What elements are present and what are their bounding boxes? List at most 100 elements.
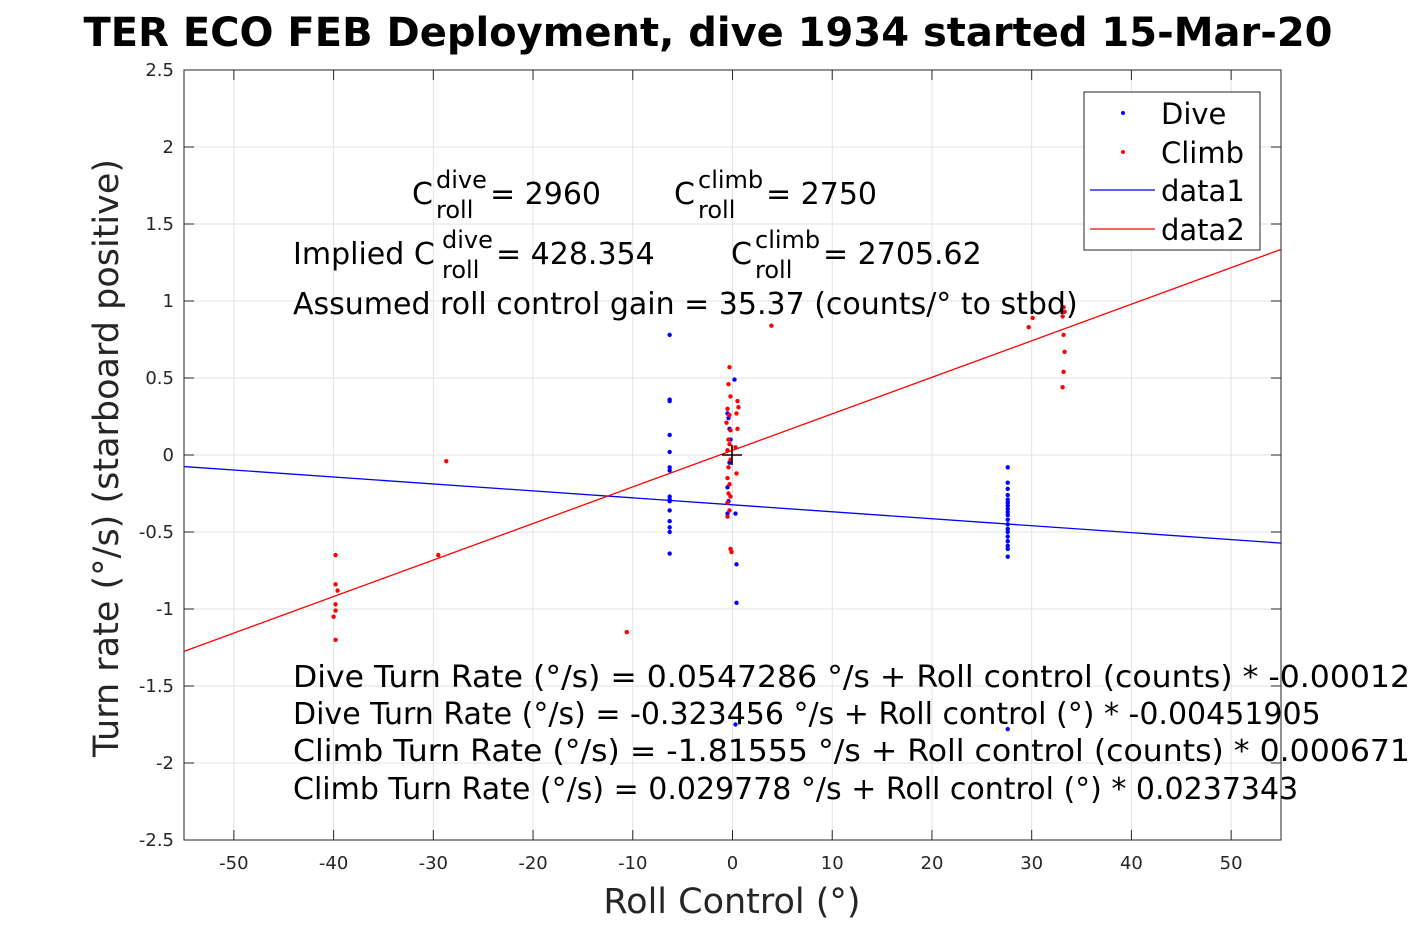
dive-point bbox=[734, 562, 739, 567]
climb-point bbox=[724, 420, 729, 425]
dive-point bbox=[667, 432, 672, 438]
svg-text:= 2750: = 2750 bbox=[766, 177, 877, 212]
annotation-eq2: Dive Turn Rate (°/s) = -0.323456 °/s + R… bbox=[293, 697, 1321, 732]
climb-point bbox=[725, 406, 730, 411]
x-tick-label: -50 bbox=[219, 853, 248, 874]
dive-point bbox=[1005, 534, 1010, 539]
climb-point bbox=[769, 323, 774, 328]
svg-text:= 2960: = 2960 bbox=[490, 177, 601, 212]
climb-point bbox=[727, 412, 732, 418]
dive-point bbox=[1005, 492, 1010, 498]
x-axis-label: Roll Control (°) bbox=[603, 882, 860, 922]
climb-point bbox=[728, 428, 733, 433]
climb-point bbox=[725, 514, 730, 519]
climb-point bbox=[725, 500, 730, 505]
dive-point bbox=[1005, 526, 1010, 532]
climb-point bbox=[725, 475, 730, 481]
dive-point bbox=[667, 525, 672, 530]
annotation-eq1: Dive Turn Rate (°/s) = 0.0547286 °/s + R… bbox=[293, 660, 1410, 695]
climb-point bbox=[333, 608, 338, 613]
climb-point bbox=[725, 448, 730, 453]
svg-text:= 428.354: = 428.354 bbox=[496, 237, 655, 272]
svg-text:dive: dive bbox=[442, 226, 493, 254]
dive-point bbox=[734, 600, 739, 606]
dive-point bbox=[1005, 726, 1010, 732]
svg-text:roll: roll bbox=[436, 196, 473, 224]
legend-label: Climb bbox=[1161, 136, 1244, 170]
dive-point bbox=[1005, 480, 1010, 485]
svg-text:Implied C: Implied C bbox=[293, 237, 435, 272]
climb-point bbox=[726, 465, 731, 470]
climb-point bbox=[727, 365, 732, 370]
dive-point bbox=[1005, 546, 1010, 552]
climb-point bbox=[1062, 309, 1067, 314]
climb-point bbox=[624, 629, 629, 635]
annotation-c-climb: C climb roll = 2750 bbox=[674, 166, 877, 224]
y-tick-label: 0 bbox=[163, 445, 174, 466]
annotation-implied-climb: C climb roll = 2705.62 bbox=[731, 226, 982, 284]
svg-text:C: C bbox=[412, 177, 433, 212]
climb-point bbox=[726, 437, 731, 442]
dive-point bbox=[667, 494, 672, 499]
climb-point bbox=[729, 549, 734, 555]
chart-title: TER ECO FEB Deployment, dive 1934 starte… bbox=[83, 10, 1332, 56]
y-tick-label: -1.5 bbox=[139, 676, 174, 697]
climb-point bbox=[1026, 324, 1031, 330]
x-tick-label: -40 bbox=[319, 853, 348, 874]
dive-point bbox=[733, 511, 738, 516]
climb-point bbox=[728, 394, 733, 399]
dive-point bbox=[1005, 517, 1010, 522]
climb-point bbox=[736, 405, 741, 410]
climb-point bbox=[735, 426, 740, 432]
legend-label: Dive bbox=[1161, 97, 1226, 131]
svg-text:roll: roll bbox=[698, 196, 735, 224]
dive-point bbox=[667, 468, 672, 473]
climb-point bbox=[735, 398, 740, 404]
legend-box bbox=[1083, 91, 1261, 251]
dive-point bbox=[667, 332, 672, 338]
climb-point bbox=[1061, 304, 1066, 310]
series-line-data1 bbox=[183, 465, 1282, 544]
climb-point bbox=[1061, 369, 1066, 375]
dive-point bbox=[732, 377, 737, 382]
svg-text:= 2705.62: = 2705.62 bbox=[823, 237, 982, 272]
svg-text:climb: climb bbox=[698, 166, 763, 194]
svg-text:roll: roll bbox=[755, 256, 792, 284]
legend-label: data1 bbox=[1161, 174, 1245, 208]
dive-point bbox=[733, 722, 738, 727]
climb-point bbox=[728, 494, 733, 499]
series-climb-points bbox=[331, 304, 1067, 642]
dive-point bbox=[667, 551, 672, 556]
dive-point bbox=[1005, 500, 1010, 505]
climb-point bbox=[1030, 315, 1035, 321]
y-tick-label: 1 bbox=[163, 291, 174, 312]
dive-point bbox=[1005, 509, 1010, 515]
x-tick-label: 20 bbox=[921, 853, 944, 874]
dive-point bbox=[667, 465, 672, 470]
climb-point bbox=[333, 552, 338, 558]
x-tick-label: 50 bbox=[1220, 853, 1243, 874]
y-tick-label: 1.5 bbox=[145, 214, 174, 235]
x-tick-label: -30 bbox=[419, 853, 448, 874]
x-tick-label: -10 bbox=[618, 853, 647, 874]
legend-marker-Dive bbox=[1121, 111, 1125, 115]
y-tick-label: -1 bbox=[156, 599, 174, 620]
y-axis-label: Turn rate (°/s) (starboard positive) bbox=[87, 159, 127, 758]
climb-point bbox=[733, 445, 738, 450]
climb-point bbox=[727, 508, 732, 513]
svg-text:roll: roll bbox=[442, 256, 479, 284]
x-tick-label: -20 bbox=[518, 853, 547, 874]
climb-point bbox=[734, 471, 739, 476]
dive-point bbox=[1005, 465, 1010, 470]
climb-point bbox=[331, 614, 336, 619]
dive-point bbox=[667, 499, 672, 504]
annotation-c-dive: C dive roll = 2960 bbox=[412, 166, 601, 224]
annotation-eq4: Climb Turn Rate (°/s) = 0.029778 °/s + R… bbox=[293, 772, 1298, 807]
dive-point bbox=[667, 398, 672, 404]
dive-point bbox=[1005, 512, 1010, 518]
dive-point bbox=[1005, 522, 1010, 527]
center-marker bbox=[722, 445, 742, 465]
climb-point bbox=[727, 482, 732, 487]
climb-point bbox=[1062, 349, 1067, 355]
climb-point bbox=[1061, 332, 1066, 338]
